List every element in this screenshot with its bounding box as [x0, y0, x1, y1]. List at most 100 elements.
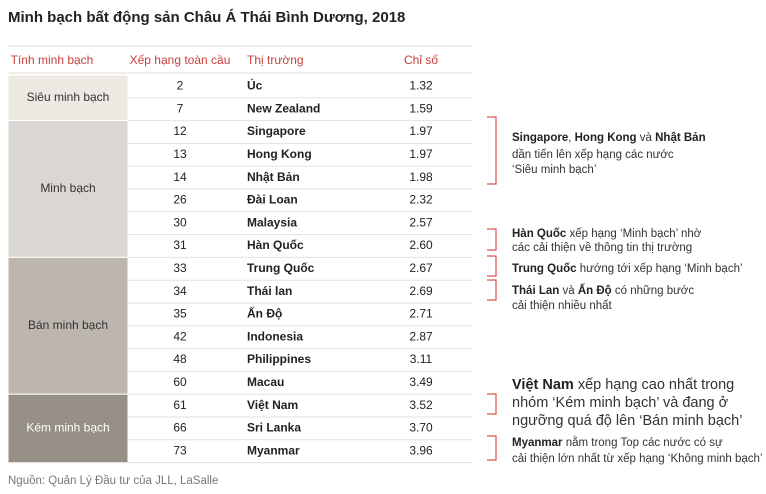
group-cell: [7, 74, 129, 122]
annotation-text: ‘Siêu minh bạch’: [512, 164, 596, 176]
annotation-text: và: [559, 285, 578, 297]
group-label: Bán minh bạch: [28, 318, 108, 332]
column-header: Thị trường: [247, 53, 304, 67]
market: Hong Kong: [247, 147, 312, 161]
annotation-text: hướng tới xếp hạng ‘Minh bạch’: [577, 263, 743, 275]
market: Việt Nam: [247, 398, 298, 412]
annotation-line: dần tiến lên xếp hạng các nước: [512, 149, 674, 161]
score: 1.59: [409, 101, 433, 115]
annotation-text: Myanmar: [512, 437, 563, 449]
annotation-text: Hàn Quốc: [512, 228, 567, 240]
score: 1.32: [409, 79, 433, 93]
bracket: [487, 116, 497, 185]
annotation-text: Hong Kong: [575, 132, 637, 144]
column-header: Tính minh bạch: [11, 53, 94, 67]
bracket: [487, 228, 497, 251]
column-header: Chỉ số: [404, 53, 438, 67]
annotation-text: nhóm ‘Kém minh bạch’ và đang ở: [512, 395, 729, 411]
market: Malaysia: [247, 215, 297, 229]
bracket: [487, 435, 497, 461]
rank: 61: [173, 398, 187, 412]
group-label: Siêu minh bạch: [27, 90, 110, 104]
rank: 48: [173, 352, 187, 366]
rank: 73: [173, 443, 187, 457]
annotation-text: dần tiến lên xếp hạng các nước: [512, 149, 674, 161]
rank: 33: [173, 261, 187, 275]
score: 2.67: [409, 261, 433, 275]
rank: 13: [173, 147, 187, 161]
rank: 7: [177, 101, 184, 115]
annotation-line: Hàn Quốc xếp hạng ‘Minh bạch’ nhờ: [512, 228, 702, 240]
market: Ấn Độ: [247, 306, 282, 321]
rank: 30: [173, 215, 187, 229]
annotation-text: Thái Lan: [512, 285, 559, 297]
annotation-text: nằm trong Top các nước có sự: [563, 436, 723, 449]
market: Trung Quốc: [247, 261, 315, 275]
rank: 14: [173, 170, 187, 184]
score: 2.57: [409, 215, 433, 229]
market: Macau: [247, 375, 284, 389]
annotation-text: có những bước: [612, 285, 695, 297]
rank: 31: [173, 238, 187, 252]
market: Hàn Quốc: [247, 238, 304, 252]
annotation-line: Việt Nam xếp hạng cao nhất trong: [512, 377, 734, 393]
annotation-text: Singapore: [512, 132, 568, 144]
annotation-line: Thái Lan và Ấn Độ có những bước: [512, 284, 694, 297]
title: Minh bạch bất động sản Châu Á Thái Bình …: [8, 9, 405, 26]
score: 3.11: [410, 352, 433, 366]
annotation-line: Trung Quốc hướng tới xếp hạng ‘Minh bạch…: [512, 263, 743, 275]
group-cell: [7, 393, 129, 464]
score: 1.97: [409, 124, 433, 138]
group-label: Minh bạch: [40, 181, 95, 195]
score: 2.32: [409, 193, 433, 207]
annotation-text: xếp hạng ‘Minh bạch’ nhờ: [566, 228, 701, 240]
annotation-text: các cải thiện về thông tin thị trường: [512, 242, 692, 254]
bracket: [487, 393, 497, 415]
annotation-text: Ấn Độ: [578, 284, 612, 297]
rank: 42: [173, 329, 187, 343]
market: New Zealand: [247, 101, 320, 115]
market: Nhật Bản: [247, 170, 300, 184]
bracket: [487, 279, 497, 301]
annotation-text: ngưỡng quá độ lên ‘Bán minh bạch’: [512, 413, 742, 429]
source: Nguồn: Quản Lý Đầu tư của JLL, LaSalle: [8, 475, 218, 487]
annotation-line: cải thiện lớn nhất từ xếp hạng ‘Không mi…: [512, 453, 763, 465]
group-label: Kém minh bạch: [26, 421, 109, 435]
score: 1.97: [409, 147, 433, 161]
market: Thái lan: [247, 284, 292, 298]
column-header: Xếp hạng toàn cầu: [130, 53, 231, 67]
group-cell: [7, 120, 129, 258]
rank: 66: [173, 421, 187, 435]
score: 1.98: [409, 170, 433, 184]
annotation-text: Việt Nam: [512, 377, 574, 393]
market: Sri Lanka: [247, 421, 301, 435]
rank: 26: [173, 193, 187, 207]
annotation-line: ngưỡng quá độ lên ‘Bán minh bạch’: [512, 413, 742, 429]
annotation-line: nhóm ‘Kém minh bạch’ và đang ở: [512, 395, 729, 411]
annotation-text: cải thiện nhiều nhất: [512, 300, 613, 312]
annotation-line: cải thiện nhiều nhất: [512, 300, 613, 312]
annotation-line: các cải thiện về thông tin thị trường: [512, 242, 692, 254]
market: Myanmar: [247, 443, 300, 457]
annotation-text: Trung Quốc: [512, 263, 577, 275]
market: Đài Loan: [247, 193, 298, 207]
annotation-text: Nhật Bản: [655, 132, 705, 144]
annotation-text: ,: [568, 132, 574, 144]
annotation-text: cải thiện lớn nhất từ xếp hạng ‘Không mi…: [512, 453, 763, 465]
bracket: [487, 255, 497, 277]
annotation-text: xếp hạng cao nhất trong: [574, 377, 734, 393]
annotation-line: ‘Siêu minh bạch’: [512, 164, 596, 176]
annotation-line: Myanmar nằm trong Top các nước có sự: [512, 436, 723, 449]
score: 2.71: [409, 307, 433, 321]
score: 3.52: [409, 398, 433, 412]
score: 3.70: [409, 421, 433, 435]
rank: 60: [173, 375, 187, 389]
market: Singapore: [247, 124, 306, 138]
score: 3.96: [409, 443, 433, 457]
score: 2.60: [409, 238, 433, 252]
market: Indonesia: [247, 329, 303, 343]
rank: 12: [173, 124, 187, 138]
rank: 34: [173, 284, 187, 298]
annotation-line: Singapore, Hong Kong và Nhật Bản: [512, 132, 706, 144]
